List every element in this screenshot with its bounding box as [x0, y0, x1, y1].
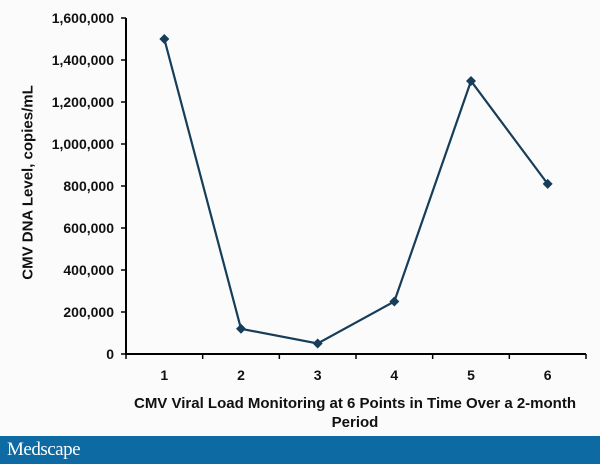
- y-axis-label: CMV DNA Level, copies/mL: [19, 85, 37, 280]
- x-tick-label: 5: [467, 367, 475, 383]
- x-tick-label: 3: [314, 367, 322, 383]
- diamond-marker: [466, 76, 476, 86]
- x-tick-label: 1: [160, 367, 168, 383]
- diamond-marker: [312, 338, 323, 349]
- diamond-marker: [542, 178, 553, 189]
- x-tick-label: 6: [544, 367, 552, 383]
- x-tick-label: 2: [237, 367, 245, 383]
- x-tick-label: 4: [390, 367, 398, 383]
- diamond-marker: [159, 34, 170, 44]
- x-axis-label: CMV Viral Load Monitoring at 6 Points in…: [133, 395, 576, 431]
- y-tick-label: 1,400,000: [52, 52, 114, 68]
- footer-bar: Medscape: [0, 436, 600, 464]
- y-tick-label: 1,200,000: [52, 94, 114, 110]
- y-tick-label: 200,000: [63, 304, 114, 320]
- diamond-marker: [389, 296, 400, 307]
- y-tick-label: 600,000: [63, 220, 114, 236]
- line-chart: 0 200,000 400,000 600,000 800,000 1,000,000 1,…: [19, 10, 587, 431]
- y-tick-label: 1,000,000: [52, 136, 114, 152]
- y-tick-label: 800,000: [63, 178, 114, 194]
- diamond-marker: [236, 323, 246, 334]
- y-tick-label: 400,000: [63, 262, 114, 278]
- y-tick-label: 0: [106, 346, 114, 362]
- data-line: [163, 38, 549, 345]
- medscape-logo: Medscape: [7, 439, 81, 460]
- y-tick-label: 1,600,000: [52, 10, 114, 26]
- plot-area: 0 200,000 400,000 600,000 800,000 1,000,000 1,…: [52, 10, 587, 383]
